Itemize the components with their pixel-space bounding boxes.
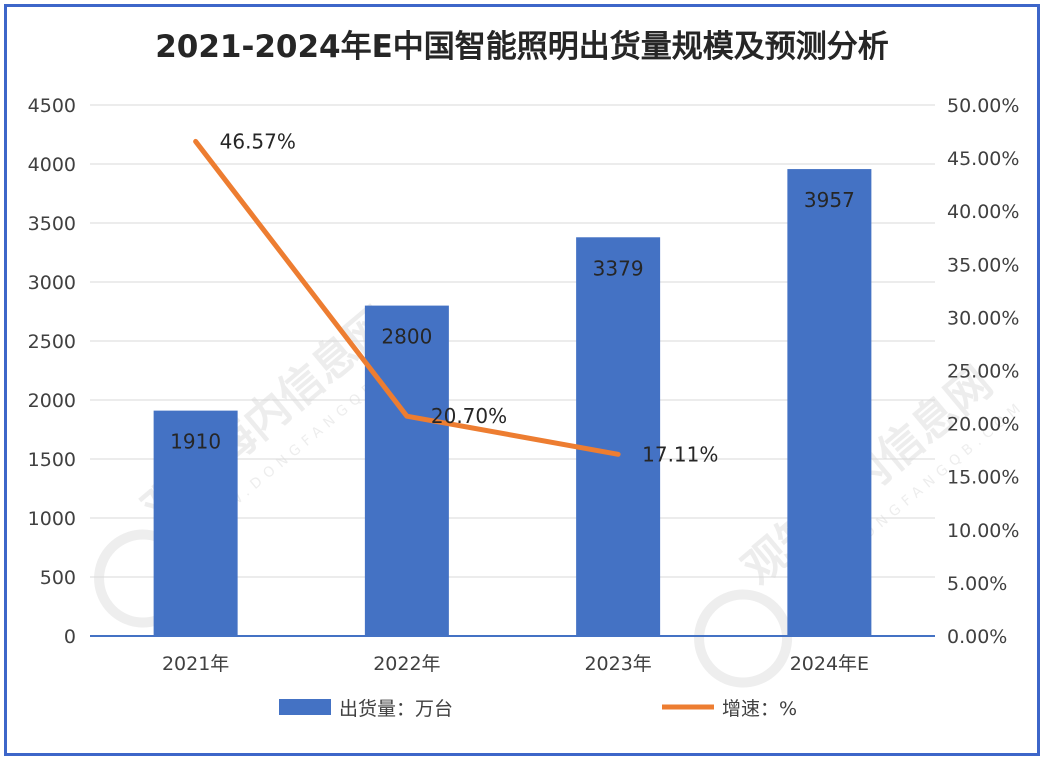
right-tick-label: 15.00% — [947, 467, 1019, 489]
x-tick-label: 2021年 — [162, 653, 229, 675]
bar — [787, 169, 872, 636]
bar — [153, 410, 238, 636]
left-tick-label: 1500 — [28, 449, 76, 471]
bar-data-label: 2800 — [381, 325, 432, 349]
left-tick-label: 0 — [64, 626, 76, 648]
legend-bar-swatch — [279, 699, 331, 715]
right-tick-label: 35.00% — [947, 254, 1019, 276]
line-series: 46.57% 20.70% 17.11% — [193, 129, 718, 466]
x-tick-label: 2024年E — [790, 653, 869, 675]
right-tick-label: 25.00% — [947, 361, 1019, 383]
left-axis-ticks: 0 500 1000 1500 2000 2500 3000 3500 4000 4500 — [28, 95, 76, 648]
right-tick-label: 40.00% — [947, 201, 1019, 223]
right-tick-label: 50.00% — [947, 95, 1019, 117]
right-tick-label: 20.00% — [947, 414, 1019, 436]
right-tick-label: 30.00% — [947, 307, 1019, 329]
line-data-label: 17.11% — [642, 442, 718, 466]
bar-data-label: 3379 — [593, 256, 644, 280]
left-tick-label: 500 — [40, 567, 76, 589]
left-tick-label: 2000 — [28, 390, 76, 412]
bar — [576, 237, 661, 636]
legend: 出货量：万台 增速：% — [279, 698, 797, 720]
x-axis-ticks: 2021年 2022年 2023年 2024年E — [162, 653, 869, 675]
bar-data-label: 3957 — [804, 188, 855, 212]
left-tick-label: 3500 — [28, 213, 76, 235]
right-tick-label: 0.00% — [947, 626, 1007, 648]
left-tick-label: 4500 — [28, 95, 76, 117]
growth-line — [193, 138, 621, 457]
left-tick-label: 3000 — [28, 272, 76, 294]
right-tick-label: 10.00% — [947, 520, 1019, 542]
legend-line-label: 增速：% — [722, 698, 797, 720]
line-data-label: 20.70% — [431, 404, 507, 428]
right-axis-ticks: 0.00% 5.00% 10.00% 15.00% 20.00% 25.00% 30.00%… — [947, 95, 1019, 648]
x-tick-label: 2023年 — [584, 653, 651, 675]
bar — [364, 305, 449, 636]
watermark-logo-icon — [694, 589, 793, 688]
left-tick-label: 4000 — [28, 154, 76, 176]
line-data-label: 46.57% — [220, 129, 296, 153]
chart-canvas: 观知海内信息网WWW.DONGFANGQB.COM观知海内信息网WWW.DONG… — [28, 29, 1029, 720]
left-tick-label: 1000 — [28, 508, 76, 530]
bar-series: 1910 2800 3379 3957 — [153, 169, 872, 636]
chart-title: 2021-2024年E中国智能照明出货量规模及预测分析 — [155, 29, 889, 65]
left-tick-label: 2500 — [28, 331, 76, 353]
bar-data-label: 1910 — [170, 430, 221, 454]
legend-bar-label: 出货量：万台 — [339, 698, 453, 720]
x-tick-label: 2022年 — [373, 653, 440, 675]
right-tick-label: 5.00% — [947, 573, 1007, 595]
right-tick-label: 45.00% — [947, 148, 1019, 170]
chart-frame: 观知海内信息网WWW.DONGFANGQB.COM观知海内信息网WWW.DONG… — [4, 4, 1040, 756]
